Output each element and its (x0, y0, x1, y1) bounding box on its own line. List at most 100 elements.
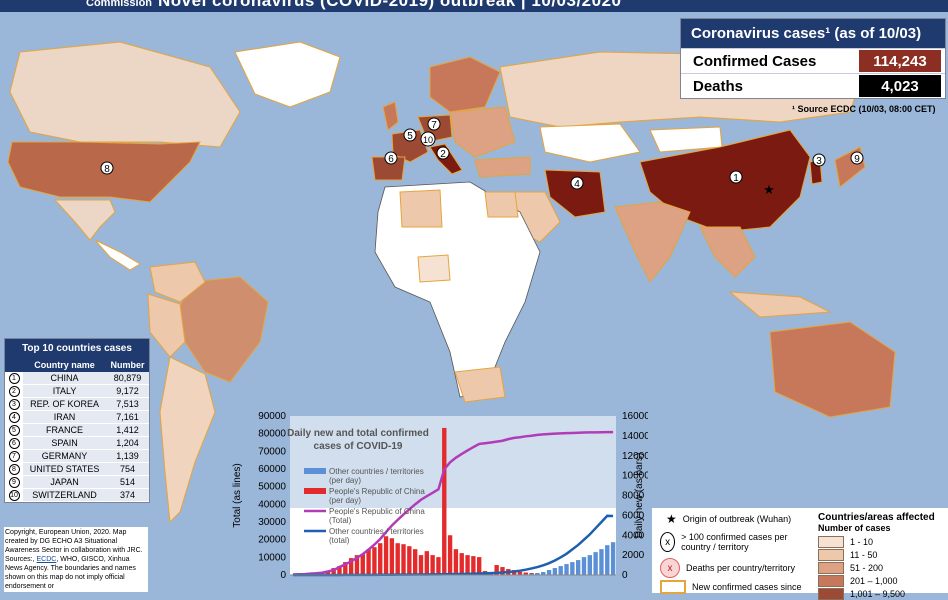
y-tick-right: 14000 (622, 431, 648, 442)
country-cell: UNITED STATES (23, 463, 106, 476)
legend-class-label: 1,001 – 9,500 (850, 589, 905, 599)
country-greenland (235, 42, 340, 107)
legend-entry: (per day) (329, 496, 361, 505)
rank-badge: 6 (9, 438, 20, 449)
bar (419, 555, 423, 575)
svg-text:8: 8 (104, 164, 110, 175)
areas-title: Countries/areas affected (818, 512, 935, 523)
legend-class-label: 201 – 1,000 (850, 576, 898, 586)
country-cell: IRAN (23, 411, 106, 424)
legend-entry: Other countries / territories (329, 467, 424, 476)
bar (401, 544, 405, 575)
legend-swatch (304, 488, 326, 494)
y-tick-left: 60000 (258, 464, 286, 475)
bar (378, 543, 382, 575)
country-nigeria (418, 255, 450, 282)
rank-badge: 2 (9, 386, 20, 397)
kpi-panel: Coronavirus cases¹ (as of 10/03) Confirm… (680, 18, 946, 99)
country-se-asia (700, 227, 755, 277)
bar (582, 557, 586, 575)
country-peru (148, 294, 185, 357)
country-australia (770, 322, 895, 417)
rank-badge: 5 (9, 425, 20, 436)
y-tick-right: 2000 (622, 550, 645, 561)
y-tick-left: 90000 (258, 411, 286, 422)
col-rank (5, 358, 23, 372)
country-cell: JAPAN (23, 476, 106, 489)
legend-class: 11 - 50 (818, 548, 935, 561)
marker-10: 10 (421, 132, 435, 146)
y-tick-right: 0 (622, 570, 628, 581)
cases-legend: Countries/areas affected Number of cases… (818, 512, 935, 600)
y-tick-left: 80000 (258, 429, 286, 440)
cases-chart: 0100002000030000400005000060000700008000… (228, 408, 648, 593)
legend-entry: People's Republic of China (329, 487, 425, 496)
country-egypt (485, 192, 518, 217)
bar (460, 553, 464, 575)
country-uk (383, 102, 398, 130)
number-cell: 754 (106, 463, 149, 476)
svg-text:2: 2 (440, 149, 446, 160)
y-tick-left: 20000 (258, 535, 286, 546)
yellow-box-icon (660, 580, 686, 594)
confirmed-label: Confirmed Cases (681, 53, 859, 70)
number-cell: 7,161 (106, 411, 149, 424)
legend-entry: (total) (329, 536, 350, 545)
country-turkey (475, 157, 530, 177)
table-row: 10 SWITZERLAND 374 (5, 489, 149, 502)
bar (448, 535, 452, 575)
rank-badge: 4 (9, 412, 20, 423)
legend-swatch (818, 549, 844, 561)
bar (465, 555, 469, 575)
country-cell: SPAIN (23, 437, 106, 450)
country-indonesia (730, 292, 830, 317)
country-algeria (400, 190, 442, 227)
bar (471, 556, 475, 575)
y-tick-left: 0 (280, 570, 286, 581)
legend-new-cases: New confirmed cases since (660, 580, 802, 594)
circle-x-icon: x (660, 532, 675, 552)
legend-class: 1,001 – 9,500 (818, 587, 935, 600)
country-east-europe (450, 107, 515, 157)
bar (413, 549, 417, 575)
copyright-link[interactable]: ECDC (37, 556, 57, 563)
table-row: 8 UNITED STATES 754 (5, 463, 149, 476)
rank-badge: 9 (9, 477, 20, 488)
country-cell: ITALY (23, 385, 106, 398)
bar (611, 542, 615, 575)
legend-swatch (304, 468, 326, 474)
bar (599, 549, 603, 575)
country-brazil (180, 277, 268, 382)
svg-text:9: 9 (854, 154, 860, 165)
legend-class: 1 - 10 (818, 535, 935, 548)
y-tick-left: 70000 (258, 446, 286, 457)
chart-title-line1: Daily new and total confirmed (287, 428, 429, 439)
number-cell: 7,513 (106, 398, 149, 411)
source-note: ¹ Source ECDC (10/03, 08:00 CET) (792, 104, 936, 114)
y-tick-left: 10000 (258, 552, 286, 563)
legend-deaths: x Deaths per country/territory (660, 558, 795, 578)
bar (570, 562, 574, 575)
number-cell: 80,879 (106, 372, 149, 385)
legend-entry: (per day) (329, 476, 361, 485)
y-axis-label-right: Daily new (as bars) (634, 453, 645, 539)
y-tick-right: 16000 (622, 411, 648, 422)
star-icon: ★ (666, 512, 677, 526)
svg-text:4: 4 (574, 179, 580, 190)
bar (396, 543, 400, 575)
svg-text:6: 6 (388, 154, 394, 165)
number-cell: 514 (106, 476, 149, 489)
number-cell: 1,204 (106, 437, 149, 450)
rank-badge: 3 (9, 399, 20, 410)
bar (559, 566, 563, 575)
country-cell: FRANCE (23, 424, 106, 437)
bar (384, 536, 388, 575)
country-canada (10, 42, 240, 147)
bar (588, 555, 592, 575)
bar (576, 560, 580, 575)
number-cell: 1,139 (106, 450, 149, 463)
legend-entry: (Total) (329, 516, 352, 525)
number-cell: 9,172 (106, 385, 149, 398)
rank-badge: 7 (9, 451, 20, 462)
y-axis-label-left: Total (as lines) (232, 463, 243, 527)
